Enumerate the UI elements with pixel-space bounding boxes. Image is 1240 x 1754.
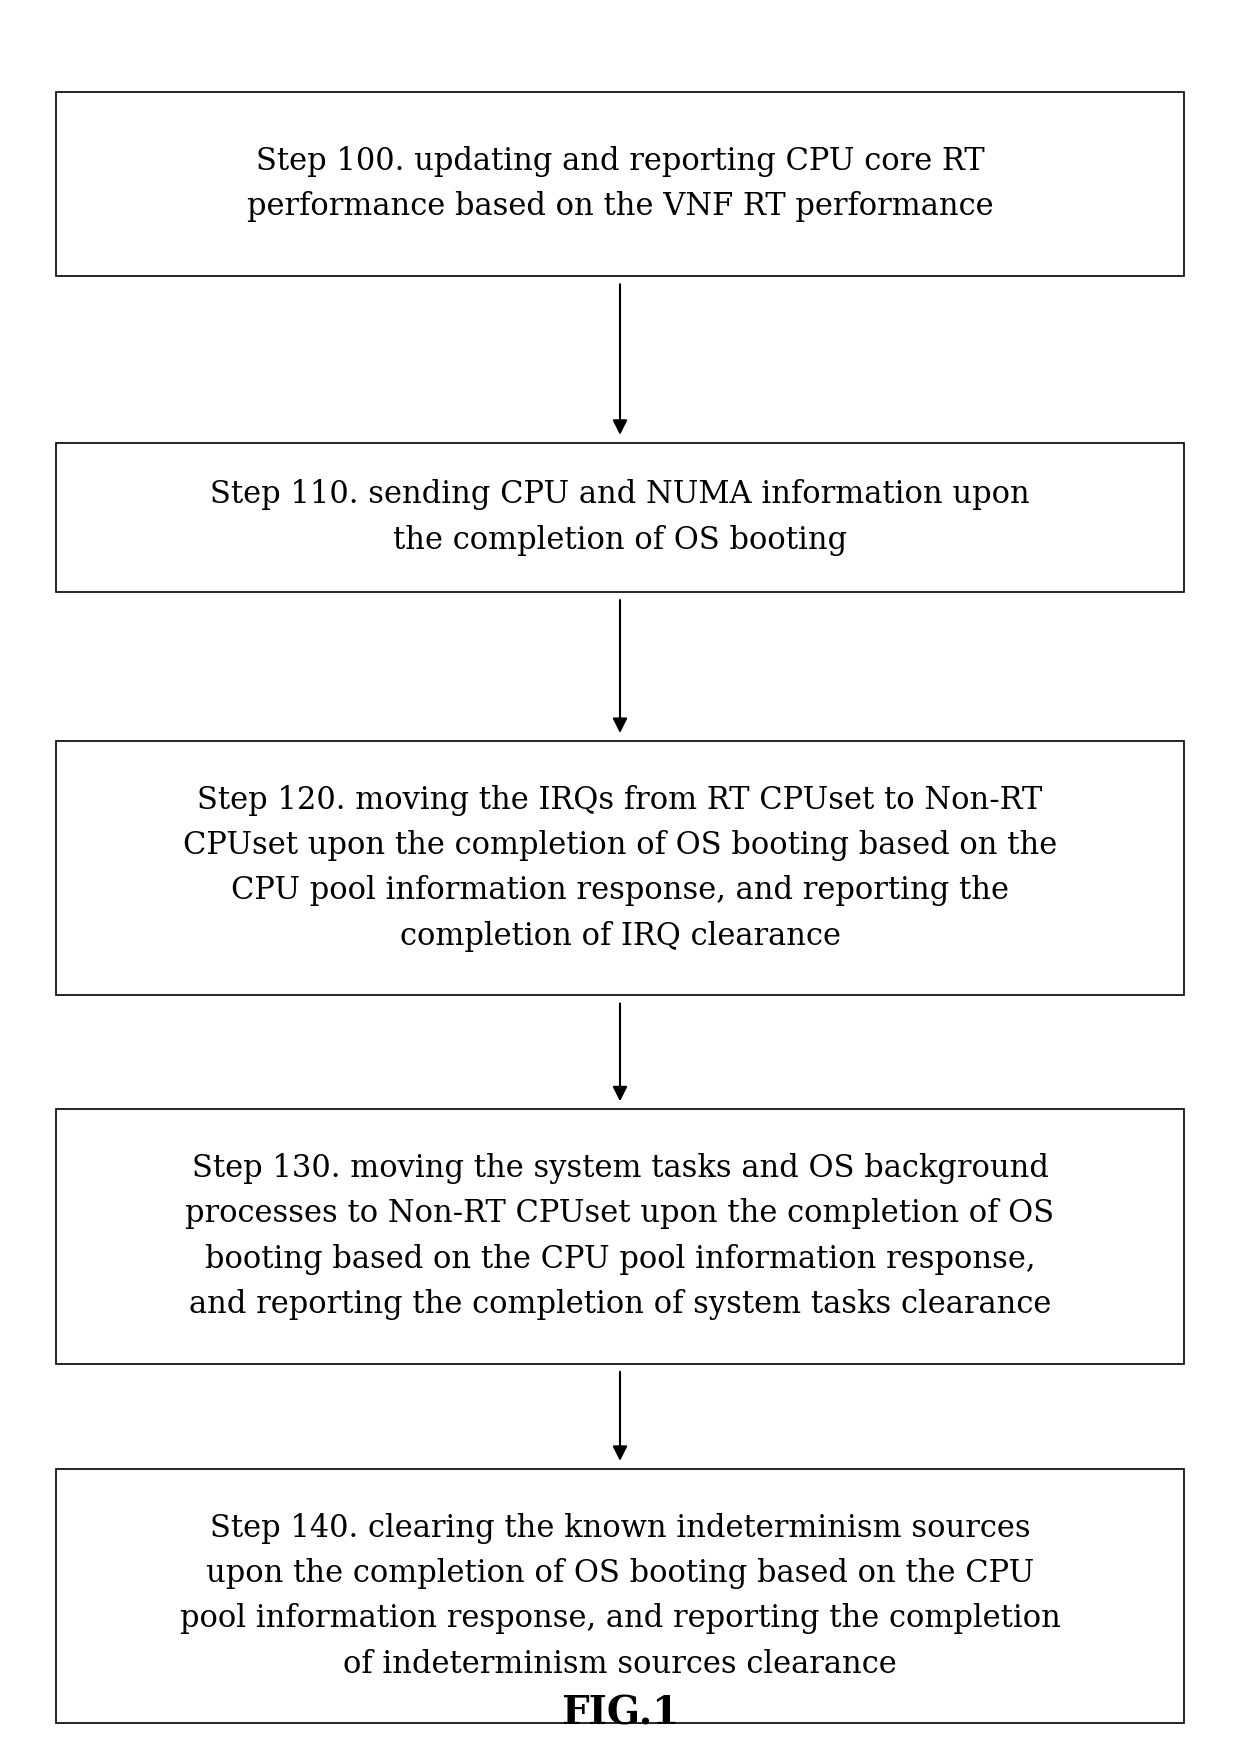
- Bar: [56, 444, 1184, 593]
- Text: FIG.1: FIG.1: [560, 1694, 680, 1733]
- Text: Step 110. sending CPU and NUMA information upon
the completion of OS booting: Step 110. sending CPU and NUMA informati…: [210, 479, 1030, 556]
- Text: Step 140. clearing the known indeterminism sources
upon the completion of OS boo: Step 140. clearing the known indetermini…: [180, 1512, 1060, 1680]
- Bar: [56, 740, 1184, 995]
- Bar: [56, 1110, 1184, 1365]
- Text: Step 100. updating and reporting CPU core RT
performance based on the VNF RT per: Step 100. updating and reporting CPU cor…: [247, 146, 993, 223]
- Text: Step 120. moving the IRQs from RT CPUset to Non-RT
CPUset upon the completion of: Step 120. moving the IRQs from RT CPUset…: [182, 784, 1058, 952]
- Bar: [56, 1470, 1184, 1722]
- Bar: [56, 91, 1184, 275]
- Text: Step 130. moving the system tasks and OS background
processes to Non-RT CPUset u: Step 130. moving the system tasks and OS…: [186, 1152, 1054, 1321]
